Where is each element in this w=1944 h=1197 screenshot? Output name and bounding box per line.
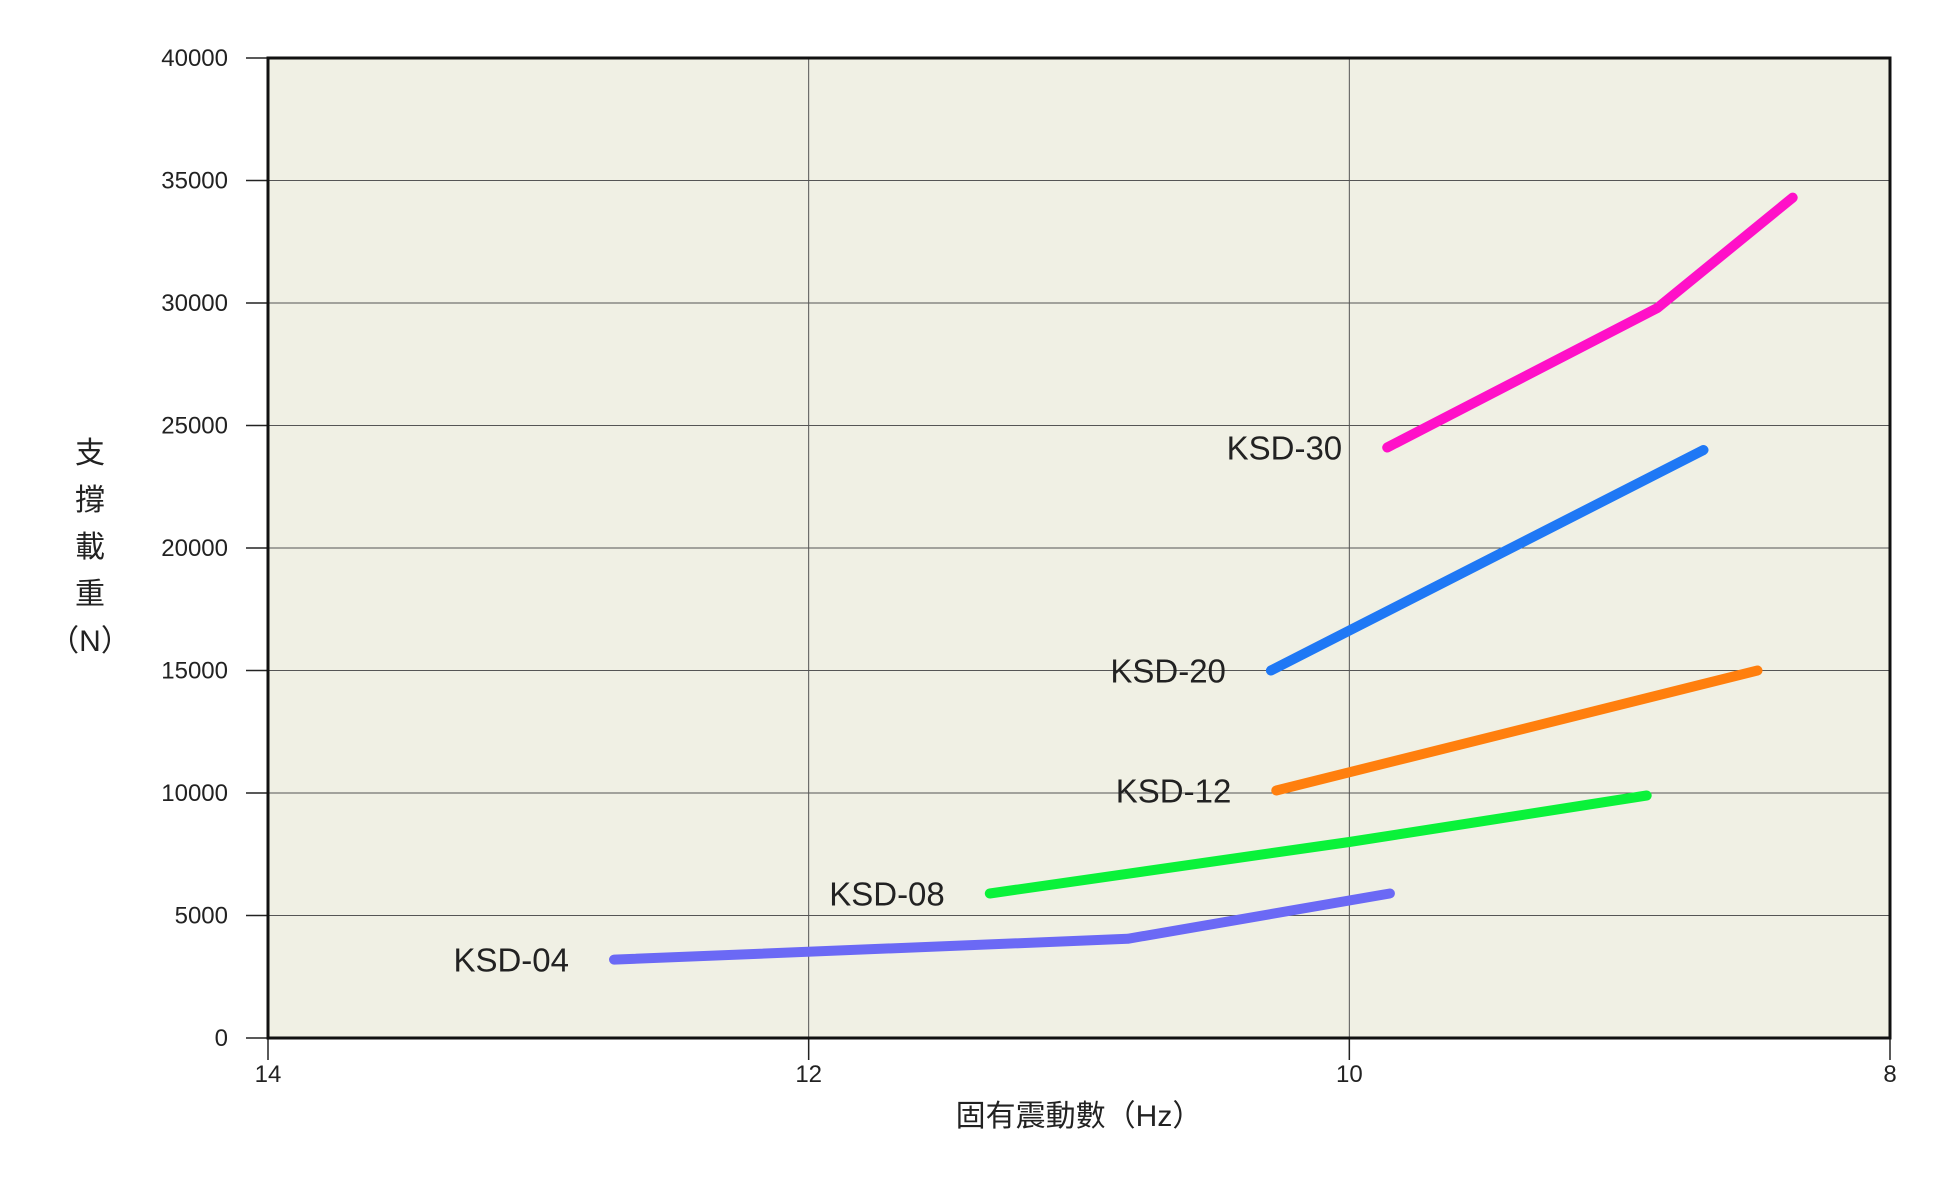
y-axis-title-char: 撐 (75, 484, 105, 517)
plot-frame (266, 56, 1892, 1040)
series-line-ksd-08 (984, 790, 1652, 899)
series-line-ksd-30 (1382, 192, 1798, 453)
axis-ticks: 0 5000 10000 15000 20000 25000 30000 35000 40000… (161, 45, 1896, 1088)
y-axis-title: 支 撐 載 重 （N） (49, 437, 131, 658)
series-label: KSD-30 (1227, 430, 1343, 467)
series-lines (609, 192, 1798, 965)
series-labels: KSD-04 KSD-08 KSD-12 KSD-20 KSD-30 (453, 430, 1342, 979)
y-tick-label: 25000 (161, 413, 228, 440)
x-tick-label: 14 (255, 1061, 282, 1088)
y-tick-label: 0 (215, 1025, 228, 1052)
x-tick-label: 10 (1336, 1061, 1363, 1088)
series-label: KSD-08 (829, 875, 945, 912)
series-label: KSD-04 (453, 942, 569, 979)
y-tick-label: 10000 (161, 780, 228, 807)
series-line-ksd-04 (609, 888, 1395, 965)
y-axis-title-char: 支 (75, 437, 105, 470)
y-tick-label: 30000 (161, 290, 228, 317)
y-axis-title-unit: （N） (49, 625, 131, 658)
series-line-ksd-12 (1271, 665, 1763, 796)
grid (268, 58, 1890, 1038)
y-tick-label: 15000 (161, 658, 228, 685)
x-axis-title: 固有震動數（Hz） (956, 1100, 1203, 1133)
y-tick-label: 40000 (161, 45, 228, 72)
y-tick-label: 5000 (175, 903, 228, 930)
y-axis-title-char: 載 (75, 531, 105, 564)
series-line-ksd-20 (1265, 445, 1709, 676)
x-tick-label: 8 (1883, 1061, 1896, 1088)
y-axis-title-char: 重 (75, 578, 105, 611)
x-tick-label: 12 (795, 1061, 822, 1088)
y-tick-label: 20000 (161, 535, 228, 562)
series-label: KSD-12 (1116, 773, 1232, 810)
y-tick-label: 35000 (161, 168, 228, 195)
series-label: KSD-20 (1110, 653, 1226, 690)
